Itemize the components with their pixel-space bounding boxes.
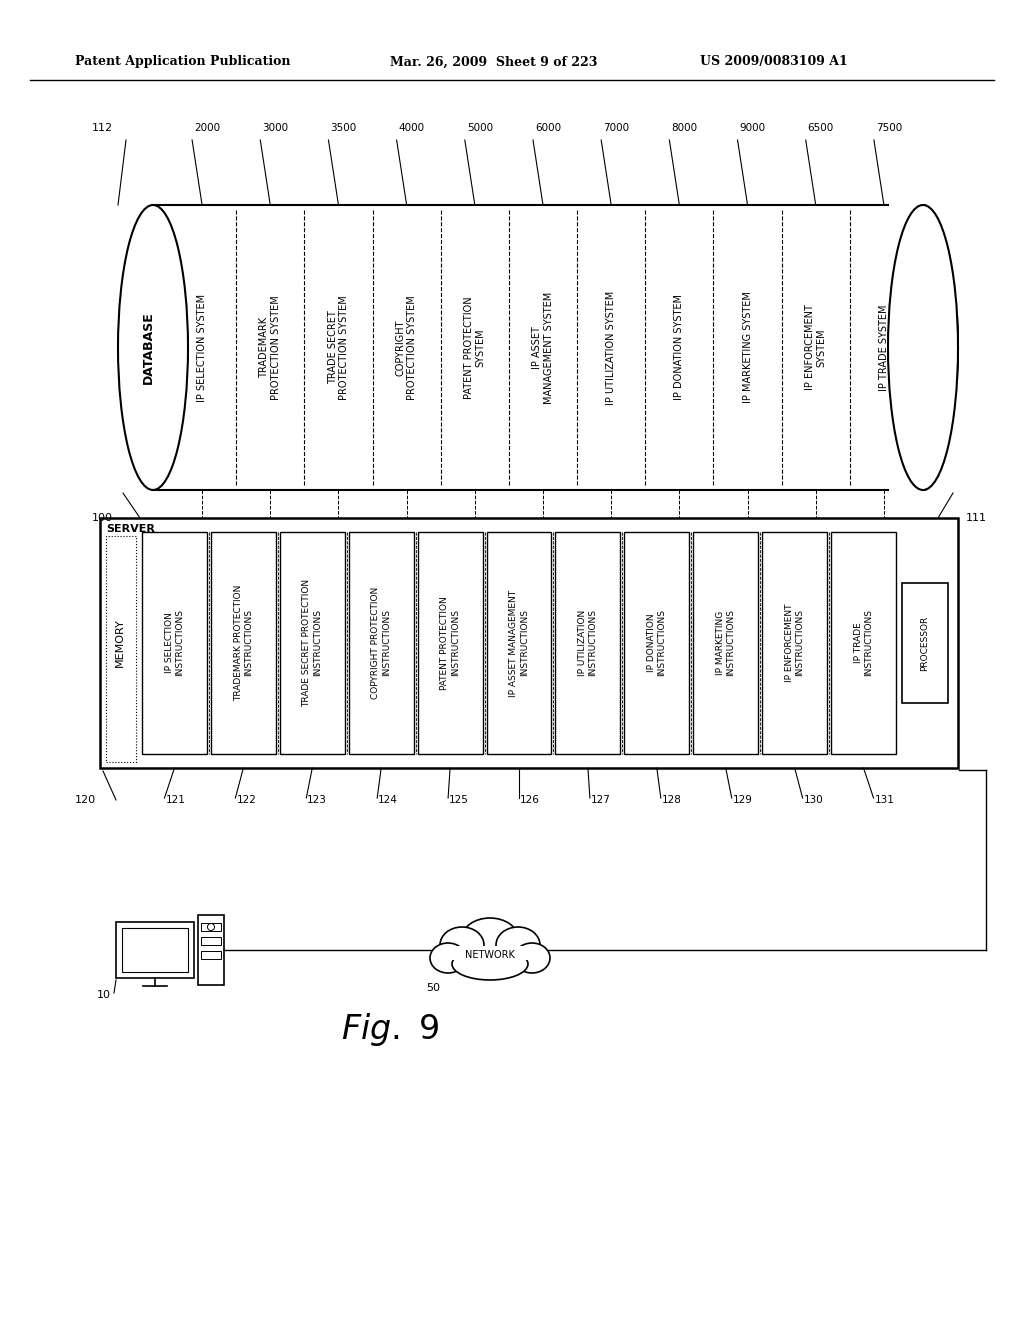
Text: 4000: 4000 [398, 123, 425, 133]
Bar [201, 937, 221, 945]
Text: 130: 130 [804, 795, 823, 805]
Text: 111: 111 [966, 513, 987, 523]
Text: IP SELECTION
INSTRUCTIONS: IP SELECTION INSTRUCTIONS [165, 610, 184, 676]
Ellipse shape [496, 927, 540, 964]
Text: Mar. 26, 2009  Sheet 9 of 223: Mar. 26, 2009 Sheet 9 of 223 [390, 55, 597, 69]
Bar [693, 532, 758, 754]
Text: 112: 112 [92, 123, 113, 133]
Text: 131: 131 [874, 795, 894, 805]
Ellipse shape [440, 927, 484, 964]
Text: IP UTILIZATION SYSTEM: IP UTILIZATION SYSTEM [606, 290, 616, 405]
Bar [923, 205, 958, 490]
Text: IP TRADE
INSTRUCTIONS: IP TRADE INSTRUCTIONS [854, 610, 873, 676]
Bar [762, 532, 827, 754]
Bar [201, 923, 221, 931]
Text: IP DONATION SYSTEM: IP DONATION SYSTEM [675, 294, 684, 400]
Text: 6000: 6000 [535, 123, 561, 133]
Text: 2000: 2000 [195, 123, 220, 133]
Text: IP MARKETING
INSTRUCTIONS: IP MARKETING INSTRUCTIONS [716, 610, 735, 676]
Bar [442, 946, 538, 960]
Text: 7500: 7500 [876, 123, 902, 133]
Text: DATABASE: DATABASE [141, 312, 155, 384]
Text: MEMORY: MEMORY [115, 619, 125, 668]
Text: PATENT PROTECTION
SYSTEM: PATENT PROTECTION SYSTEM [464, 296, 485, 399]
Text: 129: 129 [733, 795, 753, 805]
Bar [486, 532, 552, 754]
Text: 100: 100 [92, 513, 113, 523]
Ellipse shape [430, 942, 466, 973]
Text: 8000: 8000 [672, 123, 697, 133]
Text: 121: 121 [166, 795, 185, 805]
Bar [211, 532, 275, 754]
Text: COPYRIGHT
PROTECTION SYSTEM: COPYRIGHT PROTECTION SYSTEM [396, 296, 418, 400]
Bar [418, 532, 482, 754]
Bar [153, 205, 923, 490]
Text: US 2009/0083109 A1: US 2009/0083109 A1 [700, 55, 848, 69]
Text: 124: 124 [378, 795, 398, 805]
Text: 3000: 3000 [262, 123, 289, 133]
Text: 7000: 7000 [603, 123, 630, 133]
Ellipse shape [514, 942, 550, 973]
Text: $\mathit{Fig.\ 9}$: $\mathit{Fig.\ 9}$ [341, 1011, 439, 1048]
Text: Patent Application Publication: Patent Application Publication [75, 55, 291, 69]
Text: 3500: 3500 [331, 123, 356, 133]
Bar [902, 583, 948, 704]
Bar [122, 928, 188, 972]
Text: IP MARKETING SYSTEM: IP MARKETING SYSTEM [742, 292, 753, 404]
Text: 50: 50 [426, 983, 440, 993]
Text: IP SELECTION SYSTEM: IP SELECTION SYSTEM [197, 293, 207, 401]
Text: 120: 120 [75, 795, 96, 805]
Bar [349, 532, 414, 754]
Text: 122: 122 [237, 795, 256, 805]
Text: 10: 10 [97, 990, 111, 1001]
Text: 127: 127 [591, 795, 610, 805]
Ellipse shape [118, 205, 188, 490]
Text: IP ASSET
MANAGEMENT SYSTEM: IP ASSET MANAGEMENT SYSTEM [532, 292, 554, 404]
Bar [142, 532, 207, 754]
Text: 123: 123 [307, 795, 327, 805]
Text: IP ENFORCEMENT
INSTRUCTIONS: IP ENFORCEMENT INSTRUCTIONS [785, 603, 804, 682]
Text: 128: 128 [662, 795, 682, 805]
Text: TRADE SECRET
PROTECTION SYSTEM: TRADE SECRET PROTECTION SYSTEM [328, 296, 349, 400]
Bar [116, 921, 194, 978]
Text: NETWORK: NETWORK [465, 950, 515, 960]
Text: TRADEMARK
PROTECTION SYSTEM: TRADEMARK PROTECTION SYSTEM [259, 296, 281, 400]
Text: IP TRADE SYSTEM: IP TRADE SYSTEM [879, 304, 889, 391]
Ellipse shape [888, 205, 958, 490]
Text: PROCESSOR: PROCESSOR [921, 615, 930, 671]
Text: COPYRIGHT PROTECTION
INSTRUCTIONS: COPYRIGHT PROTECTION INSTRUCTIONS [372, 587, 391, 700]
Bar [831, 532, 896, 754]
Text: 125: 125 [450, 795, 469, 805]
Bar [201, 950, 221, 960]
Bar [106, 536, 136, 762]
Bar [555, 532, 621, 754]
Text: IP DONATION
INSTRUCTIONS: IP DONATION INSTRUCTIONS [647, 610, 667, 676]
Text: IP ASSET MANAGEMENT
INSTRUCTIONS: IP ASSET MANAGEMENT INSTRUCTIONS [509, 590, 528, 697]
Text: 5000: 5000 [467, 123, 493, 133]
Ellipse shape [462, 917, 518, 958]
Text: TRADE SECRET PROTECTION
INSTRUCTIONS: TRADE SECRET PROTECTION INSTRUCTIONS [302, 579, 322, 708]
Ellipse shape [452, 948, 528, 979]
Text: 9000: 9000 [739, 123, 766, 133]
Text: IP ENFORCEMENT
SYSTEM: IP ENFORCEMENT SYSTEM [805, 305, 826, 391]
Bar [198, 915, 224, 985]
Text: 126: 126 [520, 795, 540, 805]
Text: IP UTILIZATION
INSTRUCTIONS: IP UTILIZATION INSTRUCTIONS [579, 610, 598, 676]
Text: 6500: 6500 [808, 123, 834, 133]
Text: TRADEMARK PROTECTION
INSTRUCTIONS: TRADEMARK PROTECTION INSTRUCTIONS [233, 585, 253, 701]
Bar [100, 517, 958, 768]
Text: SERVER: SERVER [106, 524, 155, 535]
Bar [280, 532, 345, 754]
Bar [625, 532, 689, 754]
Text: PATENT PROTECTION
INSTRUCTIONS: PATENT PROTECTION INSTRUCTIONS [440, 597, 460, 690]
